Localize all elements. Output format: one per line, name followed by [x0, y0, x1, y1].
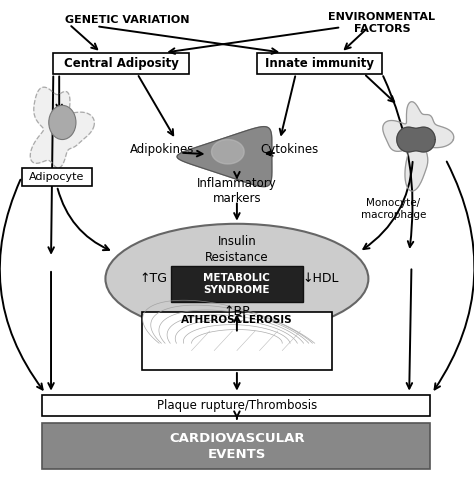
- Text: ↑BP: ↑BP: [224, 305, 250, 318]
- Ellipse shape: [49, 105, 76, 139]
- Polygon shape: [397, 127, 435, 152]
- Polygon shape: [30, 87, 94, 168]
- Text: CARDIOVASCULAR
EVENTS: CARDIOVASCULAR EVENTS: [169, 432, 305, 461]
- FancyBboxPatch shape: [171, 266, 302, 302]
- Polygon shape: [383, 102, 454, 191]
- FancyBboxPatch shape: [21, 168, 92, 186]
- FancyBboxPatch shape: [53, 53, 189, 74]
- Text: ATHEROSCLEROSIS: ATHEROSCLEROSIS: [181, 315, 293, 325]
- Text: Innate immunity: Innate immunity: [265, 57, 374, 70]
- Polygon shape: [177, 126, 272, 187]
- Text: Inflammatory
markers: Inflammatory markers: [197, 177, 277, 205]
- Text: Adipokines: Adipokines: [130, 143, 194, 156]
- Text: Central Adiposity: Central Adiposity: [64, 57, 179, 70]
- Text: ENVIRONMENTAL
FACTORS: ENVIRONMENTAL FACTORS: [328, 12, 436, 34]
- FancyBboxPatch shape: [257, 53, 382, 74]
- Text: Monocyte/
macrophage: Monocyte/ macrophage: [361, 198, 426, 220]
- FancyBboxPatch shape: [142, 312, 332, 370]
- Polygon shape: [211, 139, 244, 164]
- FancyBboxPatch shape: [42, 395, 429, 415]
- Text: Insulin
Resistance: Insulin Resistance: [205, 235, 269, 264]
- Text: Adipocyte: Adipocyte: [29, 172, 84, 182]
- Text: Plaque rupture/Thrombosis: Plaque rupture/Thrombosis: [157, 399, 317, 412]
- Text: METABOLIC
SYNDROME: METABOLIC SYNDROME: [203, 273, 270, 295]
- Text: ↓HDL: ↓HDL: [302, 272, 339, 285]
- FancyBboxPatch shape: [42, 423, 429, 469]
- Text: Cytokines: Cytokines: [260, 143, 318, 156]
- Text: GENETIC VARIATION: GENETIC VARIATION: [64, 15, 189, 25]
- Ellipse shape: [105, 224, 368, 334]
- Text: ↑TG: ↑TG: [139, 272, 167, 285]
